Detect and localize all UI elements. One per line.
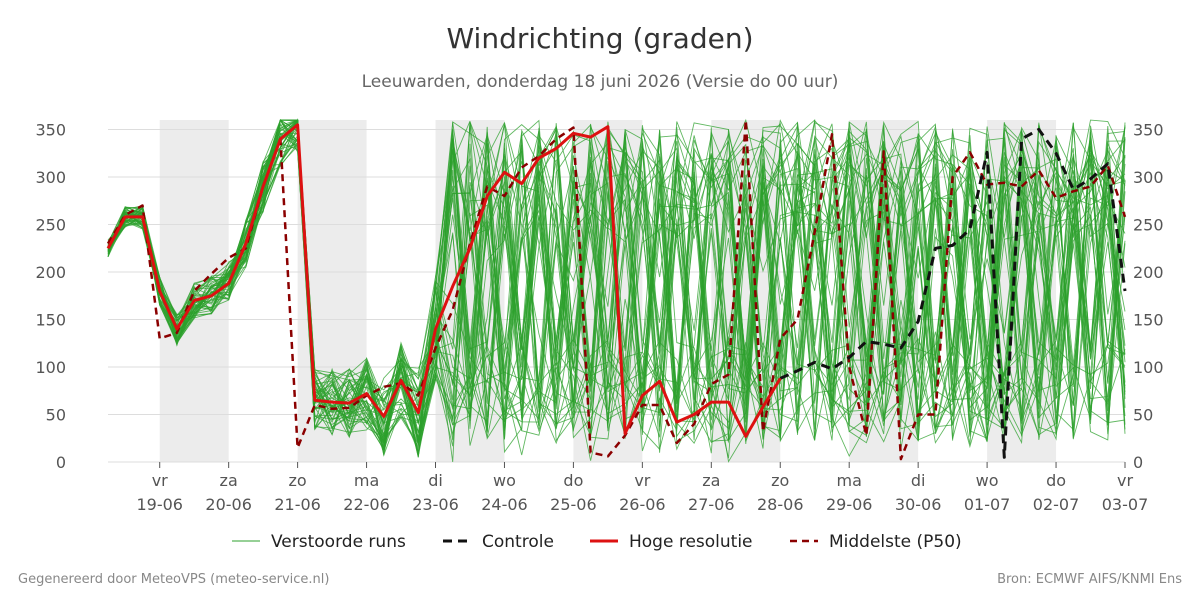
y-tick-label-right: 50: [1133, 406, 1153, 425]
y-tick-label: 150: [35, 311, 66, 330]
x-tick-day: zo: [771, 471, 789, 490]
y-tick-label-right: 350: [1133, 121, 1164, 140]
ensemble-run-line: [107, 119, 1126, 461]
ensemble-run-line: [107, 120, 1126, 444]
ensemble-run-line: [107, 118, 1126, 452]
x-tick-date: 26-06: [619, 495, 666, 514]
x-axis: vr 19-06 za 20-06 zo 21-06 ma 22-06 di 23-06 wo 24-…: [136, 462, 1148, 514]
x-tick-day: wo: [976, 471, 999, 490]
controle-line: [779, 128, 1127, 459]
legend-label-controle: Controle: [482, 532, 554, 552]
x-tick-date: 28-06: [757, 495, 804, 514]
x-tick-day: wo: [493, 471, 516, 490]
x-tick-date: 20-06: [205, 495, 252, 514]
x-tick-day: vr: [1117, 471, 1133, 490]
y-tick-label: 100: [35, 358, 66, 377]
y-tick-label: 350: [35, 121, 66, 140]
x-tick-date: 03-07: [1102, 495, 1149, 514]
x-tick-date: 24-06: [481, 495, 528, 514]
y-tick-label-right: 150: [1133, 311, 1164, 330]
chart-subtitle: Leeuwarden, donderdag 18 juni 2026 (Vers…: [361, 72, 839, 92]
y-tick-label: 0: [56, 453, 66, 472]
legend-label-hoge-resolutie: Hoge resolutie: [629, 532, 753, 552]
x-tick-date: 30-06: [895, 495, 942, 514]
footer-credit: Gegenereerd door MeteoVPS (meteo-service…: [18, 572, 330, 587]
x-tick-day: ma: [354, 471, 379, 490]
x-tick-day: vr: [152, 471, 168, 490]
y-tick-label: 50: [46, 406, 66, 425]
x-tick-date: 22-06: [343, 495, 390, 514]
x-tick-date: 27-06: [688, 495, 735, 514]
x-tick-day: vr: [634, 471, 650, 490]
ensemble-run-line: [107, 130, 1126, 440]
x-tick-day: do: [563, 471, 583, 490]
ensemble-run-line: [107, 123, 1126, 446]
x-tick-date: 23-06: [412, 495, 459, 514]
y-tick-label-right: 250: [1133, 216, 1164, 235]
x-tick-date: 25-06: [550, 495, 597, 514]
x-tick-date: 02-07: [1033, 495, 1080, 514]
x-tick-date: 29-06: [826, 495, 873, 514]
x-tick-day: za: [220, 471, 238, 490]
x-tick-day: za: [702, 471, 720, 490]
x-tick-day: di: [911, 471, 926, 490]
x-tick-day: zo: [289, 471, 307, 490]
x-tick-date: 19-06: [136, 495, 183, 514]
hoge-resolutie-line: [106, 123, 782, 438]
y-tick-label-right: 200: [1133, 263, 1164, 282]
y-tick-label: 300: [35, 168, 66, 187]
legend-label-ensemble: Verstoorde runs: [271, 532, 406, 552]
chart-title: Windrichting (graden): [446, 22, 754, 55]
y-axis-right: 0 50 100 150 200 250 300 350: [1133, 121, 1164, 473]
x-tick-day: do: [1046, 471, 1066, 490]
footer-source: Bron: ECMWF AIFS/KNMI Ens: [997, 572, 1182, 587]
y-tick-label: 200: [35, 263, 66, 282]
main-series: [106, 118, 1127, 461]
ensemble-runs: [107, 118, 1126, 463]
legend-label-mediaan: Middelste (P50): [829, 532, 962, 552]
ensemble-run-line: [107, 122, 1126, 444]
y-axis-left: 0 50 100 150 200 250 300 350: [35, 121, 66, 473]
x-tick-day: di: [428, 471, 443, 490]
y-tick-label-right: 100: [1133, 358, 1164, 377]
chart-legend: Verstoorde runs Controle Hoge resolutie Mid…: [232, 532, 962, 552]
y-tick-label-right: 0: [1133, 453, 1143, 472]
x-tick-day: ma: [837, 471, 862, 490]
x-tick-date: 21-06: [274, 495, 321, 514]
x-tick-date: 01-07: [964, 495, 1011, 514]
y-tick-label: 250: [35, 216, 66, 235]
y-tick-label-right: 300: [1133, 168, 1164, 187]
